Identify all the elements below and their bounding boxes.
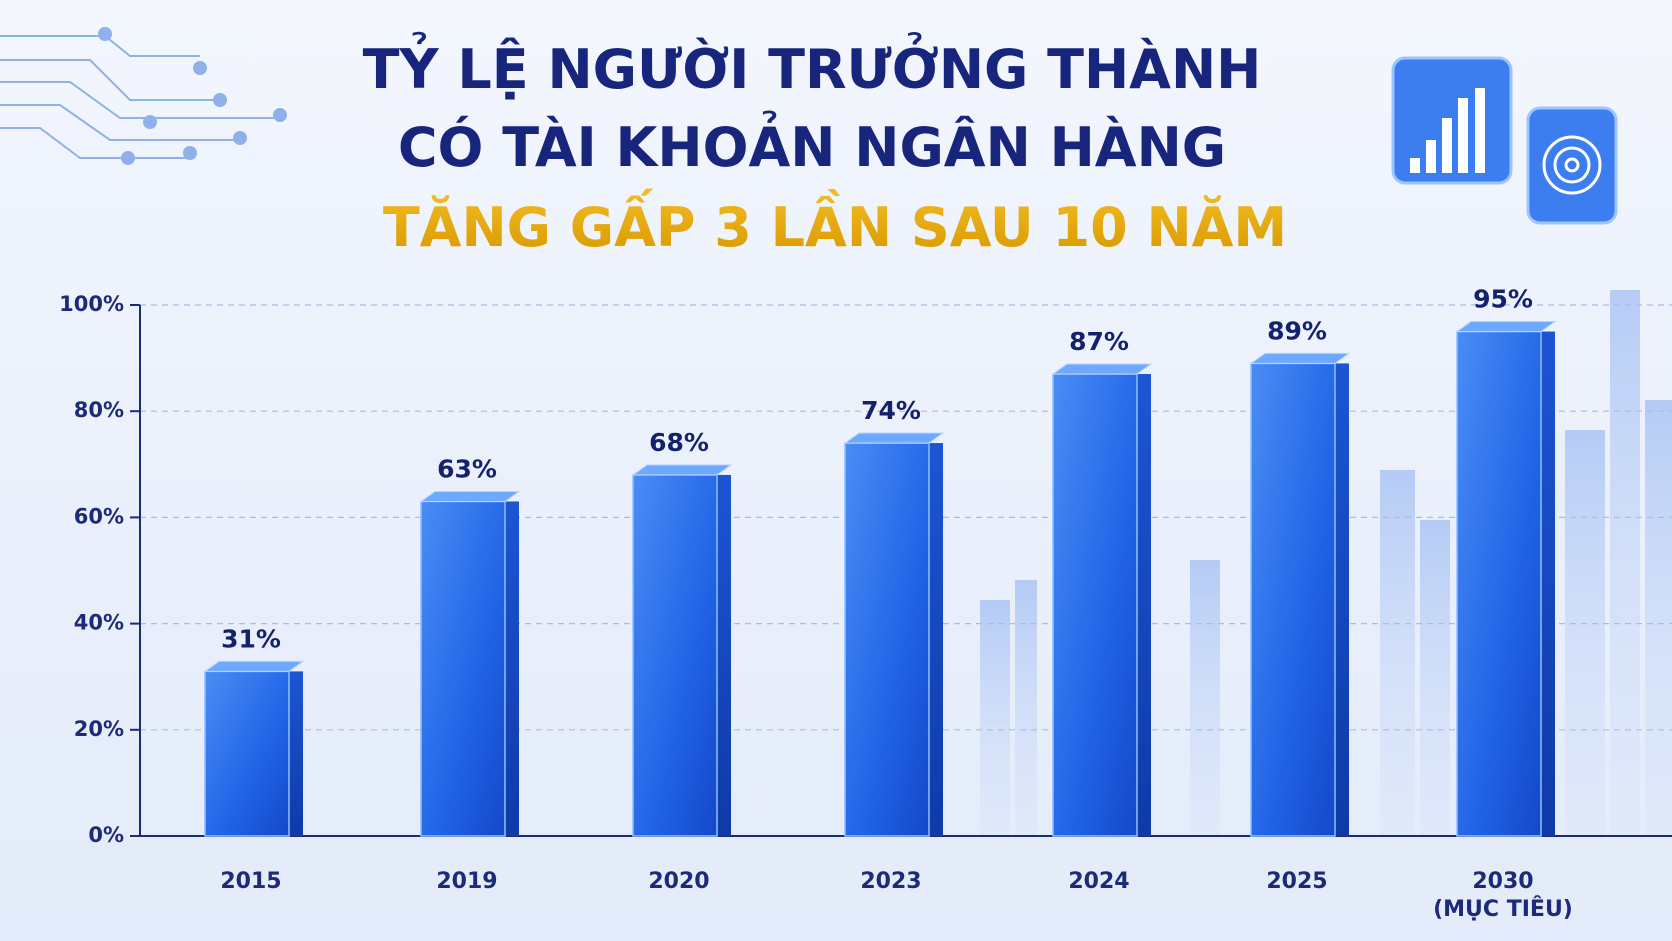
bar-top [1249,352,1351,364]
y-tick-label: 80% [74,398,124,422]
title-line: CÓ TÀI KHOẢN NGÂN HÀNG [398,111,1226,179]
bar-side [1541,331,1555,836]
bar-side [505,501,519,836]
bar-top [843,432,945,444]
bar-top [203,660,305,672]
x-tick-label: 2024 [1068,869,1130,894]
value-label: 31% [221,624,281,653]
bar-top [631,464,733,476]
x-tick-label: 2020 [648,869,710,894]
bar-top [419,490,521,502]
bar-top [1455,321,1557,333]
subtitle: TĂNG GẤP 3 LẦN SAU 10 NĂM [383,189,1287,259]
icon-decoration [1391,56,1618,225]
x-tick-label: 2030 (MỤC TIÊU) [1433,869,1573,922]
x-tick-label: 2019 [436,869,498,894]
y-tick-label: 40% [74,611,124,635]
circuit-decoration [0,27,287,165]
bar [1456,330,1542,837]
value-label: 95% [1473,285,1533,314]
bar [632,474,718,837]
bar-side [289,671,303,836]
y-tick-label: 60% [74,504,124,528]
x-tick-label: 2025 [1266,869,1328,894]
value-label: 63% [437,454,497,483]
bar [420,500,506,837]
x-tick-label: 2023 [860,869,922,894]
value-label: 89% [1267,316,1327,345]
y-tick-label: 100% [59,292,124,316]
title-line: TỶ LỆ NGƯỜI TRƯỞNG THÀNH [363,33,1262,101]
y-tick-label: 0% [88,823,124,847]
value-label: 87% [1069,327,1129,356]
bar-side [717,474,731,836]
bar [844,442,930,837]
bar-side [929,443,943,836]
bar-side [1137,374,1151,836]
bar-side [1335,363,1349,836]
bar [1052,373,1138,837]
value-label: 68% [649,428,709,457]
x-tick-label: 2015 [220,869,282,894]
bar-top [1051,363,1153,375]
y-tick-label: 20% [74,717,124,741]
bar [1250,362,1336,837]
bar [204,670,290,837]
value-label: 74% [861,396,921,425]
